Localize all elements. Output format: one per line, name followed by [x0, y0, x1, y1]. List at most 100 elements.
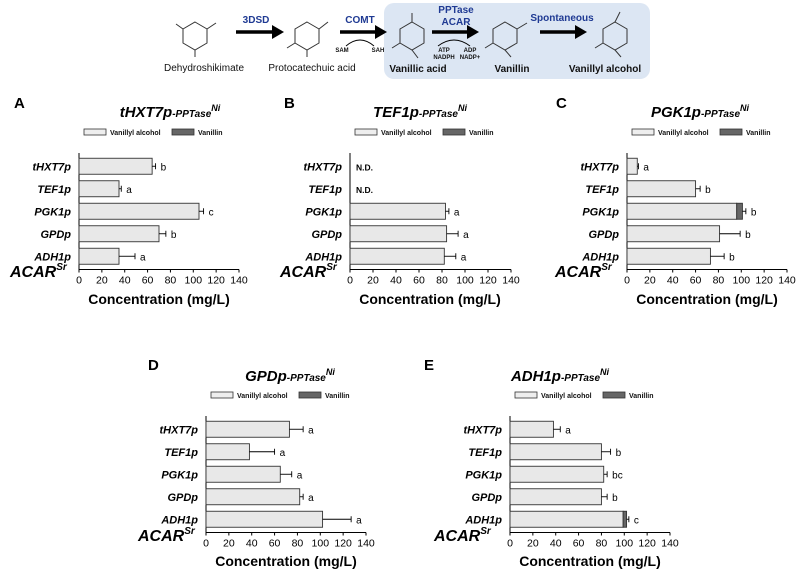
bar-vanillyl-alcohol [509, 420, 554, 438]
compound-label-dehydroshikimate: Dehydroshikimate [164, 63, 244, 74]
panel-a-letter: A [14, 95, 25, 112]
x-tick-label: 120 [479, 275, 497, 287]
category-label: tHXT7p [464, 424, 503, 436]
legend-swatch-vanillyl-alcohol [83, 128, 107, 136]
panel-c: C PGK1p-PPTaseNi Vanillyl alcohol Vanillin 0… [554, 95, 796, 307]
panel-e-legend: Vanillyl alcohol Vanillin [514, 391, 654, 400]
significance-letter: c [634, 515, 639, 526]
enzyme-label-acar: ACAR [442, 17, 472, 28]
category-label: ADH1p [160, 514, 198, 526]
x-tick-label: 20 [223, 538, 235, 550]
x-tick-label: 40 [246, 538, 258, 550]
x-tick-label: 60 [413, 275, 425, 287]
significance-letter: a [356, 515, 362, 526]
compound-label-vanillyl-alcohol: Vanillyl alcohol [569, 64, 641, 75]
panel-b-row-label: ACARSr [279, 262, 338, 281]
category-label: TEF1p [308, 184, 342, 196]
x-tick-label: 20 [527, 538, 539, 550]
legend-label-vanillin: Vanillin [469, 130, 494, 137]
panel-b: B TEF1p-PPTaseNi Vanillyl alcohol Vanillin 0… [279, 95, 520, 307]
significance-letter: a [297, 470, 303, 481]
bar-vanillyl-alcohol [509, 488, 602, 506]
panel-a-title: tHXT7p-PPTaseNi [120, 103, 221, 121]
cofactor-nadph: NADPH [433, 55, 454, 61]
bar-vanillyl-alcohol [349, 225, 448, 243]
legend-swatch-vanillin [442, 128, 466, 136]
dehydroshikimate-structure-icon [175, 21, 217, 57]
category-label: PGK1p [161, 469, 198, 481]
compound-label-vanillic-acid: Vanillic acid [389, 64, 446, 75]
reaction-arrow-spontaneous [540, 25, 587, 39]
bar-vanillyl-alcohol [626, 247, 711, 265]
bar-vanillyl-alcohol [205, 488, 301, 506]
panel-d: D GPDp-PPTaseNi Vanillyl alcohol Vanillin 0 2… [137, 357, 375, 569]
panel-d-row-label: ACARSr [137, 526, 196, 545]
significance-letter: b [745, 230, 751, 241]
reaction-arrow-3dsd [236, 25, 284, 39]
significance-letter: b [161, 162, 167, 173]
x-tick-label: 60 [690, 275, 702, 287]
category-label: PGK1p [465, 469, 502, 481]
vanillic-acid-structure-icon [391, 13, 425, 59]
category-label: ADH1p [581, 251, 619, 263]
significance-letter: a [461, 252, 467, 263]
category-label: GPDp [471, 492, 502, 504]
bar-vanillyl-alcohol [626, 225, 721, 243]
significance-letter: b [729, 252, 735, 263]
legend-swatch-vanillin [171, 128, 195, 136]
panel-e-x-axis-label: Concentration (mg/L) [519, 553, 661, 569]
category-label: GPDp [588, 229, 619, 241]
panel-a-x-axis-label: Concentration (mg/L) [88, 291, 230, 307]
x-tick-label: 0 [507, 538, 513, 550]
legend-label-vanillin: Vanillin [629, 393, 654, 400]
x-tick-label: 40 [550, 538, 562, 550]
panel-a-row-label: ACARSr [9, 262, 68, 281]
legend-label-vanillin: Vanillin [198, 130, 223, 137]
significance-letter: a [140, 252, 146, 263]
legend-swatch-vanillyl-alcohol [631, 128, 655, 136]
legend-label-vanillyl-alcohol: Vanillyl alcohol [110, 130, 161, 137]
legend-label-vanillyl-alcohol: Vanillyl alcohol [658, 130, 709, 137]
bar-vanillyl-alcohol [78, 247, 120, 265]
bar-vanillyl-alcohol [349, 202, 446, 220]
enzyme-label-pptase: PPTase [438, 5, 474, 16]
panel-c-title: PGK1p-PPTaseNi [651, 103, 750, 121]
category-label: GPDp [311, 229, 342, 241]
category-label: PGK1p [582, 206, 619, 218]
compound-label-vanillin: Vanillin [494, 64, 529, 75]
bar-vanillyl-alcohol [78, 180, 120, 198]
significance-letter: a [454, 207, 460, 218]
bar-vanillyl-alcohol [78, 202, 200, 220]
category-label: tHXT7p [160, 424, 199, 436]
panel-a-legend: Vanillyl alcohol Vanillin [83, 128, 223, 137]
bar-vanillyl-alcohol [509, 465, 605, 483]
bar-vanillyl-alcohol [626, 157, 638, 175]
legend-label-vanillyl-alcohol: Vanillyl alcohol [541, 393, 592, 400]
category-label: tHXT7p [304, 161, 343, 173]
significance-letter: b [616, 448, 622, 459]
panel-e-title: ADH1p-PPTaseNi [510, 367, 610, 385]
x-tick-label: 80 [165, 275, 177, 287]
category-label: TEF1p [164, 447, 198, 459]
legend-swatch-vanillin [298, 391, 322, 399]
bar-vanillyl-alcohol [626, 202, 738, 220]
enzyme-label-3dsd: 3DSD [243, 15, 270, 26]
enzyme-label-comt: COMT [345, 15, 374, 26]
panel-e: E ADH1p-PPTaseNi Vanillyl alcohol Vanillin 0… [424, 357, 679, 569]
cofactor-atp: ATP [438, 48, 450, 54]
cofactor-adp: ADP [464, 48, 477, 54]
compound-label-protocatechuic-acid: Protocatechuic acid [268, 63, 355, 74]
x-tick-label: 100 [312, 538, 330, 550]
x-tick-label: 140 [502, 275, 520, 287]
vanillyl-alcohol-structure-icon [594, 11, 628, 58]
x-tick-label: 0 [76, 275, 82, 287]
x-tick-label: 0 [624, 275, 630, 287]
x-tick-label: 140 [357, 538, 375, 550]
x-tick-label: 60 [142, 275, 154, 287]
category-label: ADH1p [304, 251, 342, 263]
significance-letter: a [643, 162, 649, 173]
bar-vanillyl-alcohol [509, 510, 624, 528]
legend-swatch-vanillyl-alcohol [210, 391, 234, 399]
category-label: TEF1p [585, 184, 619, 196]
